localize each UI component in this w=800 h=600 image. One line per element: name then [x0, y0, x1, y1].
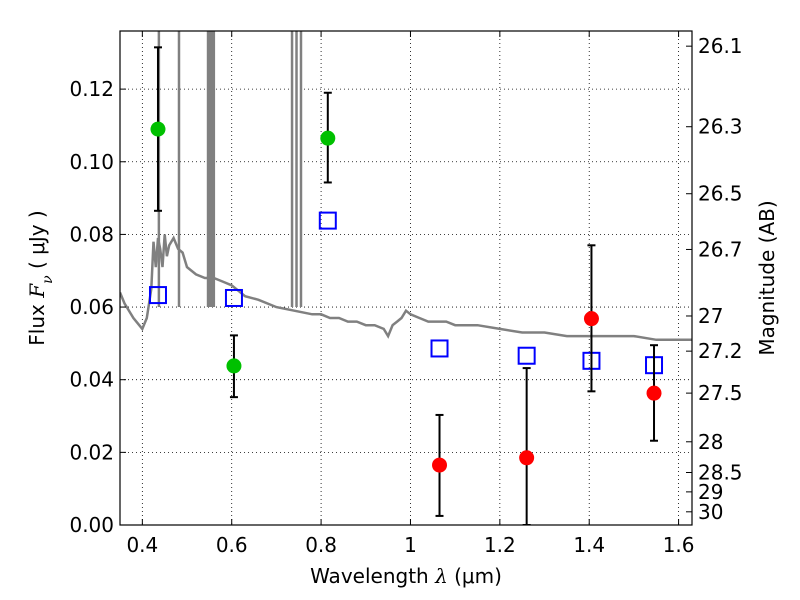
- model-photometry-marker: [517, 346, 536, 365]
- observed-flux-point: [432, 457, 448, 473]
- model-photometry-marker: [148, 286, 167, 305]
- x-tick-label: 1: [404, 533, 417, 557]
- magnitude-tick-label: 28.5: [698, 460, 743, 484]
- y-axis-label-prefix: Flux: [25, 298, 49, 346]
- model-spectrum-line: [120, 234, 692, 342]
- x-tick-label: 0.6: [216, 533, 248, 557]
- magnitude-tick-label: 27.5: [698, 381, 743, 405]
- y-tick-label: 0.06: [69, 295, 114, 319]
- plot-frame: [119, 30, 693, 526]
- y-tick-label: 0.02: [69, 440, 114, 464]
- x-tick-label: 1.4: [573, 533, 605, 557]
- magnitude-tick-label: 29: [698, 480, 723, 504]
- axis-ticks: [120, 31, 692, 526]
- magnitude-tick-label: 26.1: [698, 34, 743, 58]
- x-tick-label: 1.6: [663, 533, 695, 557]
- magnitude-tick-label: 27: [698, 304, 723, 328]
- y-axis-label-subscript: ν: [40, 275, 56, 284]
- tick-labels: 0.4 0.6 0.8 1 1.2 1.4 1.6 0.00 0.02 0.04 0.06 0.08 0…: [69, 34, 742, 557]
- y-tick-label: 0.00: [69, 513, 114, 537]
- x-axis-label-prefix: Wavelength: [310, 564, 435, 588]
- magnitude-tick-label: 30: [698, 500, 723, 524]
- x-tick-label: 1.2: [484, 533, 516, 557]
- x-axis-label-symbol: λ: [434, 564, 448, 588]
- x-axis-label: Wavelength λ (μm): [310, 564, 502, 588]
- observed-flux-point: [583, 311, 599, 327]
- observed-flux-point: [150, 121, 166, 137]
- observed-flux-point: [226, 358, 242, 374]
- y-tick-label: 0.08: [69, 222, 114, 246]
- plot-area: [120, 31, 692, 525]
- x-tick-label: 0.4: [126, 533, 158, 557]
- magnitude-axis-label: Magnitude (AB): [755, 200, 779, 355]
- y-tick-label: 0.10: [69, 150, 114, 174]
- x-tick-label: 0.8: [305, 533, 337, 557]
- observed-flux-point: [519, 450, 535, 466]
- observed-flux-point: [646, 385, 662, 401]
- x-axis-label-unit: (μm): [448, 564, 502, 588]
- model-photometry-marker: [318, 211, 337, 230]
- magnitude-tick-label: 27.2: [698, 339, 743, 363]
- y-axis-label-symbol: F: [25, 283, 49, 299]
- model-photometry-marker: [224, 288, 243, 307]
- observed-flux-point: [320, 130, 336, 146]
- model-photometry-marker: [430, 339, 449, 358]
- magnitude-tick-label: 26.5: [698, 182, 743, 206]
- magnitude-tick-label: 28: [698, 430, 723, 454]
- y-axis-label: Flux Fν ( μJy ): [25, 210, 56, 345]
- magnitude-tick-label: 26.7: [698, 237, 743, 261]
- y-tick-label: 0.04: [69, 368, 114, 392]
- magnitude-tick-label: 26.3: [698, 115, 743, 139]
- y-axis-label-unit: ( μJy ): [25, 210, 49, 275]
- y-tick-label: 0.12: [69, 77, 114, 101]
